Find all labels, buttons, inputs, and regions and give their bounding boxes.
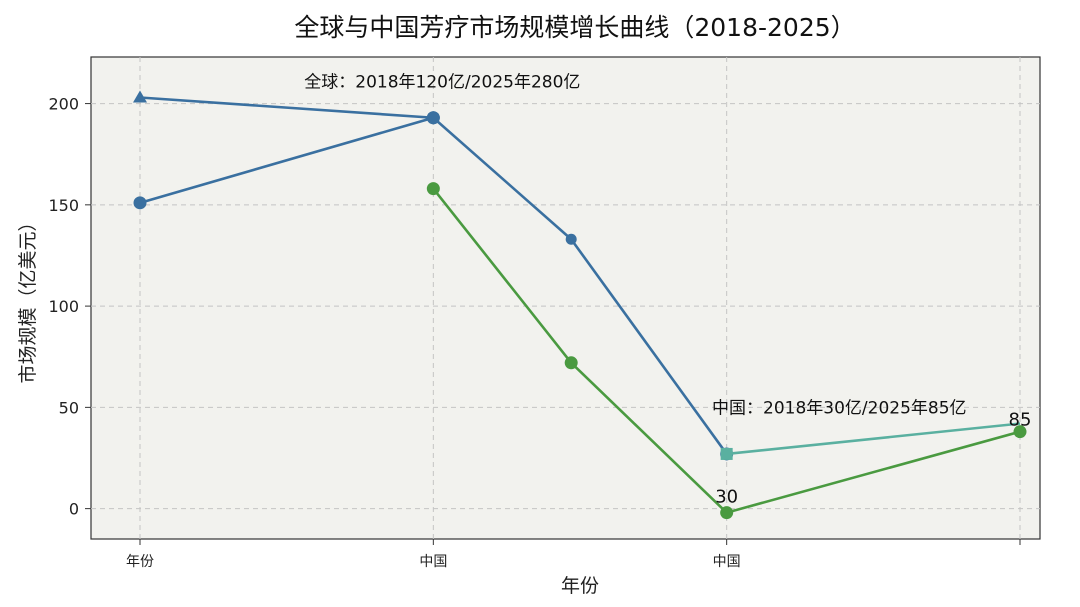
y-tick-label: 200 <box>48 95 79 114</box>
series-layer <box>133 90 1027 520</box>
data-point <box>426 111 440 125</box>
annotation: 中国：2018年30亿/2025年85亿 <box>712 398 967 418</box>
y-axis-label: 市场规模（亿美元） <box>17 212 39 383</box>
plot-area <box>90 56 1041 540</box>
y-tick-label: 150 <box>48 196 79 215</box>
y-tick-label: 50 <box>59 398 79 417</box>
data-point <box>1013 425 1027 439</box>
data-label: 85 <box>1009 410 1032 431</box>
annotations: 全球：2018年120亿/2025年280亿中国：2018年30亿/2025年8… <box>304 72 1031 507</box>
series-line <box>139 96 434 120</box>
x-tick-label: 中国 <box>419 554 447 570</box>
data-point <box>133 196 147 210</box>
x-axis-label: 年份 <box>561 575 599 597</box>
x-tick-label: 中国 <box>713 554 741 570</box>
data-point-marker <box>133 90 147 103</box>
series-line <box>432 187 1021 514</box>
annotation: 全球：2018年120亿/2025年280亿 <box>304 72 580 92</box>
data-point <box>720 506 734 520</box>
data-point <box>564 356 578 370</box>
chart-title: 全球与中国芳疗市场规模增长曲线（2018-2025） <box>294 13 855 42</box>
data-point <box>426 182 440 196</box>
axes: 0 50 100 150 200 年份 中国 中国 <box>48 95 1021 570</box>
y-tick-label: 0 <box>69 500 79 519</box>
data-point <box>565 233 577 245</box>
x-tick-label: 年份 <box>126 554 154 570</box>
series-line <box>139 116 728 455</box>
data-label: 30 <box>715 487 738 508</box>
y-tick-label: 100 <box>48 297 79 316</box>
series-line <box>726 422 1021 456</box>
data-point-marker <box>720 447 733 460</box>
